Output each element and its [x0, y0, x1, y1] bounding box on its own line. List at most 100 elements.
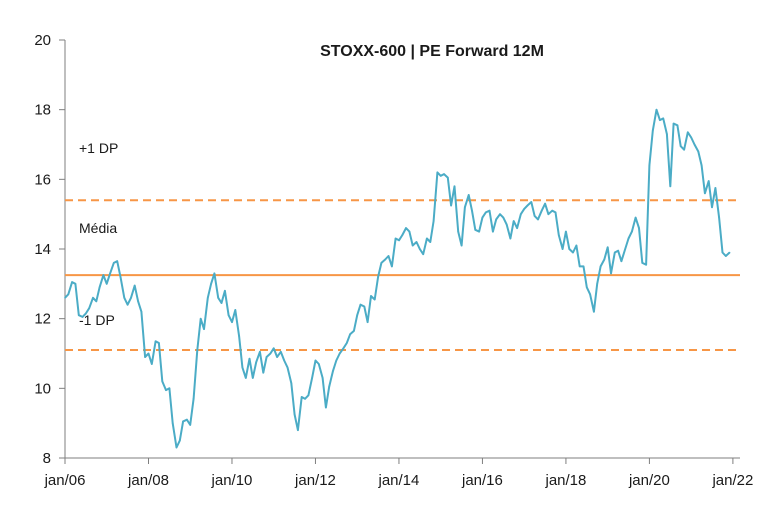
x-axis-ticks: jan/06 jan/08 jan/10 jan/12 jan/14 jan/16 jan/…	[44, 458, 753, 489]
data-point	[384, 258, 387, 261]
data-point	[338, 352, 341, 355]
data-point	[307, 394, 310, 397]
data-point	[199, 317, 202, 320]
data-point	[137, 300, 139, 303]
data-point	[666, 133, 668, 135]
data-point	[432, 220, 435, 222]
label-minus-1-dp: -1 DP	[79, 312, 115, 328]
data-point	[168, 387, 171, 390]
data-point	[342, 347, 345, 350]
data-point	[447, 176, 449, 179]
y-tick-label: 8	[43, 450, 51, 467]
data-point	[662, 117, 664, 120]
data-point	[711, 206, 713, 208]
data-point	[102, 274, 105, 276]
data-point	[210, 283, 212, 285]
data-point	[540, 209, 543, 212]
data-point	[113, 262, 115, 264]
data-point	[453, 185, 456, 188]
data-point	[624, 248, 626, 250]
x-tick-label: jan/06	[44, 472, 86, 489]
data-point	[363, 305, 366, 308]
data-point	[405, 227, 407, 229]
data-point	[231, 321, 233, 323]
data-point	[659, 119, 661, 121]
data-point	[269, 352, 272, 355]
data-point	[349, 333, 351, 336]
data-point	[325, 406, 327, 409]
y-tick-label: 18	[34, 102, 51, 119]
chart-title: STOXX-600 | PE Forward 12M	[320, 43, 544, 60]
data-point	[481, 216, 484, 219]
x-tick-label: jan/20	[628, 472, 670, 489]
data-point	[95, 300, 98, 303]
data-point	[373, 298, 376, 301]
data-point	[533, 215, 536, 217]
data-point	[565, 230, 567, 233]
data-point	[74, 283, 77, 285]
data-point	[252, 377, 254, 379]
x-tick-label: jan/14	[378, 472, 420, 489]
data-point	[245, 377, 247, 379]
data-point	[593, 310, 595, 313]
data-point	[627, 237, 630, 240]
data-point	[634, 216, 637, 219]
data-point	[582, 265, 585, 268]
data-point	[318, 363, 320, 365]
x-tick-label: jan/10	[211, 472, 253, 489]
data-point	[64, 297, 66, 299]
data-point	[78, 314, 80, 317]
data-point	[297, 429, 299, 431]
data-point	[648, 164, 651, 167]
data-point	[154, 340, 157, 343]
data-point	[238, 335, 240, 337]
data-point	[422, 253, 425, 255]
data-point	[530, 201, 533, 203]
data-point	[439, 175, 442, 177]
data-point	[495, 218, 498, 221]
data-point	[728, 251, 731, 254]
y-tick-label: 12	[34, 311, 51, 328]
data-point	[377, 276, 379, 278]
data-point	[509, 237, 512, 240]
data-point	[81, 316, 84, 318]
data-point	[492, 230, 494, 233]
data-point	[394, 237, 397, 240]
y-tick-label: 16	[34, 171, 51, 188]
data-point	[523, 208, 525, 210]
data-point	[669, 185, 672, 188]
data-point	[353, 330, 355, 332]
data-point	[109, 272, 111, 275]
data-point	[248, 357, 251, 360]
data-point	[572, 251, 574, 254]
data-point	[196, 349, 199, 351]
data-point	[314, 359, 317, 362]
data-point	[505, 223, 508, 226]
reference-lines	[65, 199, 740, 352]
data-point	[488, 209, 491, 212]
data-point	[641, 262, 644, 264]
data-point	[144, 356, 146, 358]
label-plus-1-dp: +1 DP	[79, 140, 118, 156]
data-point	[700, 164, 703, 167]
data-point	[262, 371, 265, 374]
data-point	[631, 230, 633, 233]
data-point	[614, 251, 616, 254]
data-point	[224, 290, 226, 292]
data-point	[175, 446, 178, 449]
data-point	[589, 293, 591, 296]
data-point	[387, 255, 390, 257]
data-point	[304, 398, 306, 400]
data-point	[241, 366, 244, 369]
data-point	[398, 239, 400, 242]
data-point	[234, 309, 237, 311]
data-point	[290, 382, 293, 384]
x-tick-label: jan/12	[294, 472, 336, 489]
data-point	[620, 260, 623, 263]
data-point	[192, 398, 195, 400]
data-point	[704, 192, 706, 195]
data-point	[464, 206, 466, 208]
data-point	[606, 246, 609, 249]
data-point	[255, 361, 257, 364]
data-point	[227, 314, 230, 317]
